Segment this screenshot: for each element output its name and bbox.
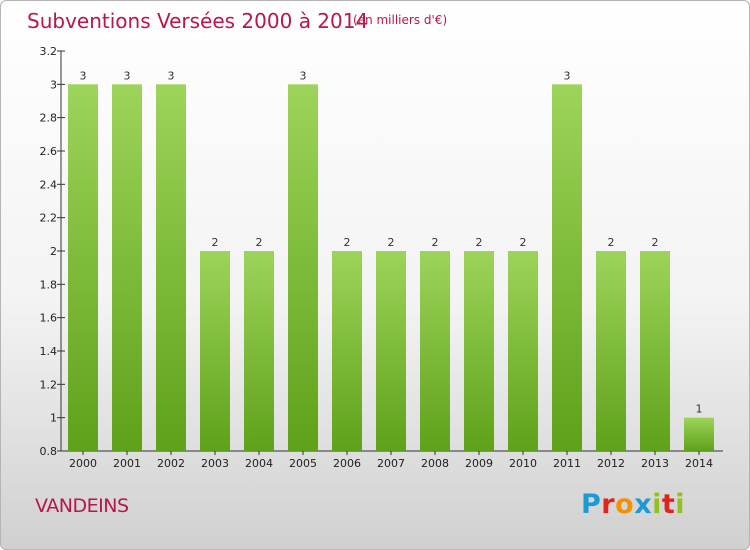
x-tick-label: 2001 — [113, 457, 141, 470]
y-tick-label: 2.2 — [40, 212, 58, 225]
x-tick-label: 2008 — [421, 457, 449, 470]
y-tick-label: 1.2 — [40, 378, 58, 391]
chart-subtitle: (en milliers d'€) — [353, 13, 448, 27]
bar — [332, 251, 362, 451]
bar — [288, 84, 318, 451]
x-tick-label: 2009 — [465, 457, 493, 470]
bar — [68, 84, 98, 451]
y-tick-label: 1.4 — [40, 345, 58, 358]
x-tick-label: 2005 — [289, 457, 317, 470]
y-tick-label: 1.6 — [40, 312, 58, 325]
data-label: 3 — [564, 69, 571, 82]
y-tick-label: 1 — [50, 412, 57, 425]
bar — [244, 251, 274, 451]
bar — [684, 417, 714, 451]
data-label: 3 — [80, 69, 87, 82]
x-tick-label: 2014 — [685, 457, 713, 470]
data-label: 3 — [124, 69, 131, 82]
x-tick-label: 2004 — [245, 457, 273, 470]
data-label: 1 — [696, 403, 703, 416]
y-tick-label: 0.8 — [40, 445, 58, 458]
bar — [552, 84, 582, 451]
data-label: 3 — [300, 69, 307, 82]
y-tick-label: 2.8 — [40, 112, 58, 125]
bar — [200, 251, 230, 451]
chart-title: Subventions Versées 2000 à 2014 — [27, 9, 369, 33]
bar — [640, 251, 670, 451]
data-label: 2 — [608, 236, 615, 249]
x-tick-label: 2007 — [377, 457, 405, 470]
proxiti-logo[interactable]: Proxiti — [581, 489, 685, 520]
y-tick-label: 2.6 — [40, 145, 58, 158]
x-tick-label: 2011 — [553, 457, 581, 470]
logo-letter: o — [615, 489, 635, 520]
bar — [596, 251, 626, 451]
y-tick-label: 3.2 — [40, 45, 58, 58]
logo-letter: r — [601, 489, 616, 520]
logo-letter: x — [634, 489, 653, 520]
data-label: 3 — [168, 69, 175, 82]
logo-letter: P — [581, 489, 602, 520]
x-tick-label: 2000 — [69, 457, 97, 470]
y-tick-label: 3 — [50, 78, 57, 91]
data-label: 2 — [256, 236, 263, 249]
data-label: 2 — [432, 236, 439, 249]
x-tick-label: 2012 — [597, 457, 625, 470]
commune-name: VANDEINS — [35, 495, 129, 517]
y-tick-label: 2 — [50, 245, 57, 258]
data-label: 2 — [212, 236, 219, 249]
bar — [376, 251, 406, 451]
logo-letter: i — [675, 489, 686, 520]
bar — [156, 84, 186, 451]
x-tick-label: 2010 — [509, 457, 537, 470]
x-tick-label: 2003 — [201, 457, 229, 470]
plot-area: 0.8 1 1.2 1.4 1.6 1.8 2 2.2 2.4 2.6 2.8 3 3.2 3 2000 3 2… — [40, 45, 723, 470]
bar — [420, 251, 450, 451]
x-tick-label: 2002 — [157, 457, 185, 470]
data-label: 2 — [652, 236, 659, 249]
data-label: 2 — [344, 236, 351, 249]
bar — [464, 251, 494, 451]
logo-letter: i — [652, 489, 662, 520]
bar — [508, 251, 538, 451]
logo-letter: t — [661, 489, 676, 520]
y-tick-label: 2.4 — [40, 178, 58, 191]
data-label: 2 — [476, 236, 483, 249]
bar — [112, 84, 142, 451]
data-label: 2 — [520, 236, 527, 249]
data-label: 2 — [388, 236, 395, 249]
x-tick-label: 2013 — [641, 457, 669, 470]
y-tick-label: 1.8 — [40, 278, 58, 291]
x-tick-label: 2006 — [333, 457, 361, 470]
